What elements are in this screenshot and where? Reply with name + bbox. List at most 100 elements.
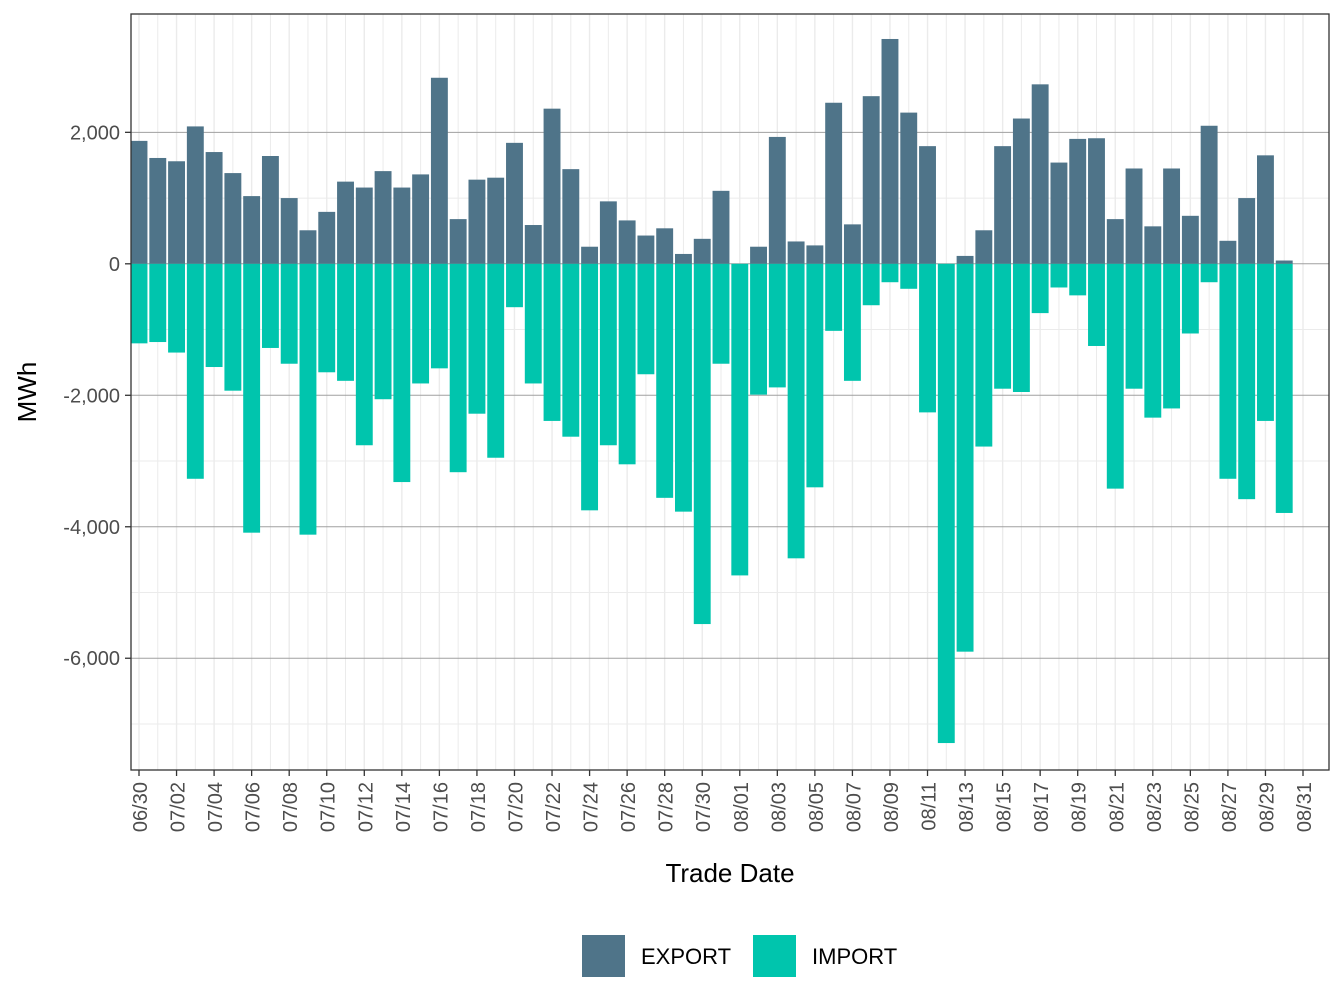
export-bar	[975, 230, 993, 264]
import-bar	[1219, 263, 1237, 479]
export-bar	[1012, 118, 1030, 264]
import-bar	[750, 263, 767, 395]
x-tick-label: 08/01	[731, 782, 753, 832]
export-bar	[994, 146, 1012, 264]
export-bar	[543, 108, 561, 264]
x-tick-label: 07/14	[393, 782, 415, 832]
export-bar	[261, 156, 279, 264]
export-bar	[637, 235, 655, 264]
import-bar	[1275, 263, 1293, 513]
x-tick-label: 08/29	[1256, 782, 1278, 832]
panel-background	[131, 14, 1329, 770]
y-tick-label: -6,000	[63, 648, 120, 670]
export-bar	[374, 171, 392, 264]
export-bar	[599, 201, 617, 264]
import-bar	[374, 263, 392, 400]
import-bar	[205, 263, 223, 368]
x-tick-label: 07/22	[543, 782, 565, 832]
x-tick-label: 07/28	[656, 782, 678, 832]
import-bar	[562, 263, 580, 437]
import-bar	[1144, 263, 1162, 418]
y-axis-title: MWh	[12, 362, 42, 423]
export-bar	[468, 179, 486, 264]
export-bar	[487, 177, 505, 264]
import-bar	[1088, 263, 1105, 346]
export-bar	[1069, 138, 1087, 264]
import-bar	[1050, 263, 1068, 288]
export-bar	[656, 228, 674, 264]
export-bar	[862, 96, 880, 264]
import-bar	[1106, 263, 1124, 489]
export-bar	[449, 219, 467, 264]
legend-label-import: IMPORT	[812, 944, 897, 969]
y-tick-label: -4,000	[63, 517, 120, 539]
export-bar	[919, 146, 936, 264]
x-tick-label: 08/19	[1069, 782, 1091, 832]
x-tick-label: 08/23	[1144, 782, 1166, 832]
import-bar	[468, 263, 486, 414]
import-bar	[149, 263, 167, 343]
export-bar	[1238, 198, 1256, 264]
export-bar	[581, 246, 599, 264]
x-tick-label: 07/18	[468, 782, 490, 832]
import-bar	[186, 263, 204, 479]
export-bar	[1257, 155, 1274, 264]
export-bar	[337, 181, 354, 264]
panel-border	[130, 13, 1330, 771]
import-bar	[637, 263, 655, 375]
export-bar	[1106, 219, 1124, 264]
import-bar	[243, 263, 261, 533]
x-tick-label: 08/11	[919, 782, 941, 831]
x-tick-label: 08/27	[1219, 782, 1241, 832]
import-bar	[449, 263, 467, 473]
import-bar	[806, 263, 824, 488]
export-bar	[1275, 260, 1293, 264]
import-bar	[768, 263, 786, 388]
import-bar	[337, 263, 354, 381]
export-bar	[1144, 226, 1162, 264]
import-bar	[843, 263, 861, 381]
export-bar	[506, 142, 523, 264]
import-bar	[994, 263, 1012, 389]
export-bar	[1181, 215, 1199, 264]
export-bar	[712, 190, 730, 264]
import-bar	[506, 263, 523, 308]
export-bar	[675, 253, 692, 264]
x-tick-label: 08/31	[1294, 782, 1316, 832]
export-bar	[168, 161, 185, 264]
export-bar	[1088, 138, 1105, 264]
y-tick-label: 2,000	[70, 122, 120, 144]
import-bar	[1031, 263, 1049, 314]
x-tick-label: 07/30	[693, 782, 715, 832]
x-tick-label: 08/05	[806, 782, 828, 832]
import-bar	[1125, 263, 1143, 389]
import-bar	[731, 263, 749, 576]
import-bar	[975, 263, 993, 447]
import-bar	[355, 263, 373, 446]
export-bar	[299, 230, 317, 264]
x-tick-label: 06/30	[130, 782, 152, 832]
x-axis: 06/30 07/02 07/04 07/06 07/08 07/10 07/12 07/14…	[130, 770, 1316, 832]
export-bar	[130, 140, 148, 264]
export-bar	[768, 136, 786, 264]
import-bar	[261, 263, 279, 348]
import-bar	[881, 263, 899, 283]
export-bar	[412, 174, 430, 264]
import-bar	[581, 263, 599, 511]
x-tick-label: 07/06	[243, 782, 265, 832]
x-tick-label: 08/09	[881, 782, 903, 832]
export-bar	[149, 157, 167, 264]
import-bar	[693, 263, 711, 625]
export-bar	[843, 224, 861, 264]
import-bar	[168, 263, 185, 353]
import-bar	[825, 263, 843, 331]
export-bar	[355, 187, 373, 264]
export-bar	[1163, 168, 1181, 264]
export-bar	[956, 255, 974, 264]
import-bar	[430, 263, 448, 369]
x-tick-label: 07/08	[280, 782, 302, 832]
x-tick-label: 08/07	[843, 782, 865, 832]
plot-panel	[130, 13, 1330, 771]
export-bar	[205, 152, 223, 264]
export-bar	[393, 187, 411, 264]
